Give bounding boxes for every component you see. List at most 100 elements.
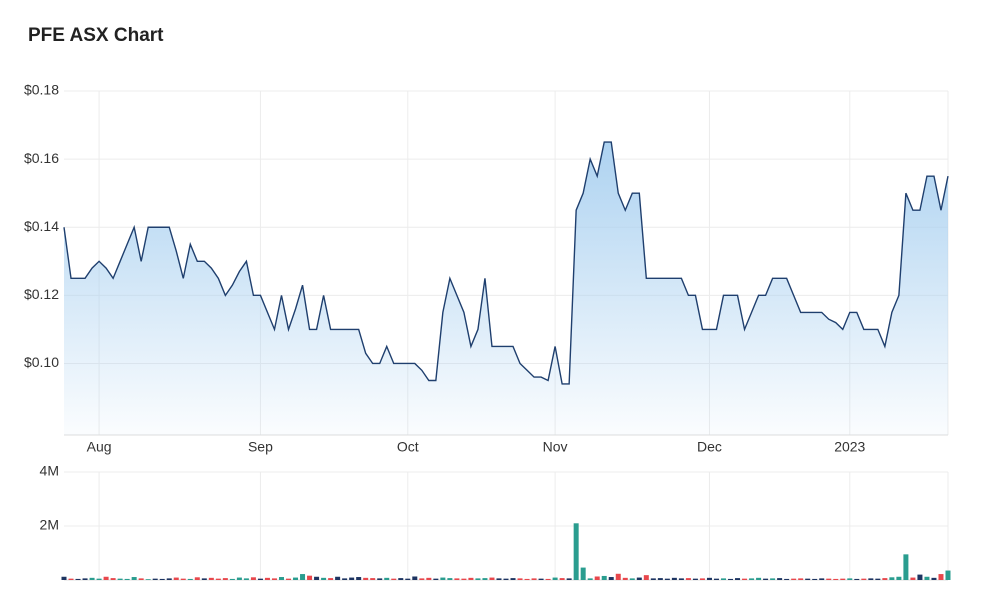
volume-bar (538, 578, 544, 580)
volume-bar (763, 578, 769, 580)
x-tick-label: Dec (697, 439, 722, 455)
volume-bar (678, 578, 684, 580)
volume-bar (433, 578, 439, 580)
volume-bar (243, 578, 249, 580)
volume-bar (447, 578, 453, 580)
volume-bar (468, 577, 474, 580)
volume-bar (777, 578, 783, 580)
volume-bar (826, 578, 832, 580)
volume-bar (938, 574, 944, 580)
volume-bar (924, 576, 930, 580)
y-tick-label: $0.12 (24, 286, 59, 302)
volume-bar (784, 578, 790, 580)
volume-bar (370, 578, 376, 580)
volume-bar (699, 578, 705, 580)
volume-bar (440, 577, 446, 580)
y-tick-label: $0.16 (24, 150, 59, 166)
volume-bar (552, 577, 558, 580)
volume-bar (861, 578, 867, 580)
x-tick-label: Sep (248, 439, 273, 455)
line (63, 141, 949, 385)
volume-bar (496, 578, 502, 580)
volume-bar (636, 577, 642, 580)
volume-bar (250, 577, 256, 580)
volume-bar (342, 578, 348, 580)
volume-bar (664, 578, 670, 580)
volume-bar (384, 577, 390, 580)
volume-bar (847, 578, 853, 580)
volume-bar (510, 578, 516, 580)
volume-bar (931, 577, 937, 580)
volume-bar (706, 577, 712, 580)
volume-bar (798, 578, 804, 580)
volume-bar (770, 578, 776, 580)
volume-bar (124, 578, 130, 580)
chart-title: PFE ASX Chart (28, 25, 164, 46)
x-tick-label: Nov (543, 439, 568, 455)
volume-bar (524, 578, 530, 580)
volume-bar (559, 578, 565, 580)
volume-bar (82, 578, 88, 580)
volume-bar (728, 578, 734, 580)
volume-bar (412, 576, 418, 580)
volume-bar (566, 578, 572, 580)
volume-bar (264, 577, 270, 580)
volume-bar (819, 578, 825, 580)
volume-bar (945, 570, 951, 580)
y-tick-label: $0.18 (24, 82, 59, 98)
volume-bar (601, 575, 607, 580)
volume-bar (882, 578, 888, 580)
volume-bar (833, 578, 839, 580)
volume-bar (215, 578, 221, 580)
volume-bar (103, 576, 109, 580)
volume-bar (208, 577, 214, 580)
volume-bar (419, 578, 425, 580)
volume-bar (713, 578, 719, 580)
volume-bar (75, 578, 81, 580)
volume-bar (377, 578, 383, 580)
volume-bar (229, 578, 235, 580)
volume-bar (349, 577, 355, 580)
volume-bar (307, 575, 313, 580)
volume-bar (145, 579, 151, 580)
volume-bar (643, 575, 649, 580)
volume-bar (910, 577, 916, 580)
volume-bar (692, 578, 698, 580)
volume-bar (685, 578, 691, 580)
volume-bar (363, 577, 369, 580)
volume-bar (405, 578, 411, 580)
volume-bar (89, 577, 95, 580)
volume-bar (278, 577, 284, 580)
volume-bar (173, 577, 179, 580)
volume-bar (426, 577, 432, 580)
y-tick-label: $0.14 (24, 218, 59, 234)
volume-bar (896, 576, 902, 580)
x-tick-label: Aug (87, 439, 112, 455)
volume-bar (454, 578, 460, 580)
volume-bar (805, 578, 811, 580)
volume-bar (657, 578, 663, 580)
volume-bar (96, 578, 102, 580)
volume-bar (328, 578, 334, 580)
volume-bar (531, 578, 537, 580)
volume-bar (271, 578, 277, 580)
volume-bar (889, 577, 895, 580)
volume-bar (68, 578, 74, 580)
volume-bar (671, 577, 677, 580)
volume-bar (735, 578, 741, 580)
volume-bar (875, 578, 881, 580)
volume-bar (194, 577, 200, 580)
y-tick-label: 2M (40, 517, 59, 533)
volume-bar (545, 578, 551, 580)
volume-bar (622, 577, 628, 580)
volume-bar (222, 578, 228, 580)
volume-bar (398, 578, 404, 580)
y-tick-label: 4M (40, 463, 59, 479)
area (64, 142, 948, 435)
volume-bar (236, 577, 242, 580)
volume-bar (720, 578, 726, 580)
volume-bar (356, 577, 362, 580)
volume-bar (791, 578, 797, 580)
volume-bar (166, 578, 172, 580)
